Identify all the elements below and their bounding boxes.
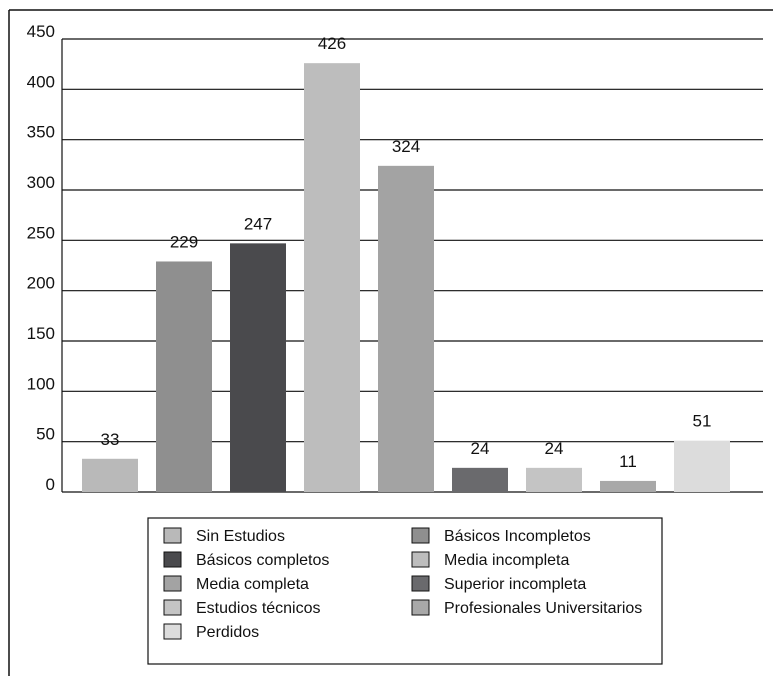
y-tick-label: 100 [27, 374, 55, 393]
bar [230, 243, 286, 492]
bar [82, 458, 138, 492]
legend-swatch [163, 623, 182, 640]
data-label: 324 [392, 137, 420, 156]
bar [156, 261, 212, 492]
y-tick-label: 350 [27, 123, 55, 142]
outer-frame [8, 9, 773, 676]
data-label: 24 [545, 439, 564, 458]
bars [82, 63, 730, 492]
bar [674, 440, 730, 492]
legend-label: Superior incompleta [444, 576, 586, 593]
legend-label: Básicos completos [196, 552, 329, 569]
data-labels: 33 229 247 426 324 24 24 11 51 [101, 34, 712, 471]
data-label: 229 [170, 232, 198, 251]
legend-box [147, 517, 663, 665]
y-tick-label: 150 [27, 324, 55, 343]
legend-label: Perdidos [196, 624, 259, 641]
legend-label: Media incompleta [444, 552, 570, 569]
data-label: 247 [244, 214, 272, 233]
legend-label: Profesionales Universitarios [444, 600, 642, 617]
bar [526, 467, 582, 492]
y-tick-label: 200 [27, 274, 55, 293]
data-label: 11 [619, 452, 637, 471]
legend-swatch [411, 599, 430, 616]
legend-swatch [163, 599, 182, 616]
y-tick-label: 450 [27, 22, 55, 41]
legend-swatch [163, 575, 182, 592]
data-label: 24 [471, 439, 490, 458]
y-tick-label: 300 [27, 173, 55, 192]
bar [304, 63, 360, 492]
bar [452, 467, 508, 492]
legend-label: Sin Estudios [196, 528, 285, 545]
legend-swatch [411, 575, 430, 592]
y-axis-ticks: 0 50 100 150 200 250 300 350 400 450 [27, 22, 55, 494]
legend-swatch [411, 551, 430, 568]
y-tick-label: 50 [36, 425, 55, 444]
legend-swatch [163, 527, 182, 544]
legend-label: Estudios técnicos [196, 600, 321, 617]
bar [378, 165, 434, 492]
y-tick-label: 400 [27, 72, 55, 91]
data-label: 426 [318, 34, 346, 53]
data-label: 51 [693, 412, 712, 431]
legend-label: Media completa [196, 576, 309, 593]
legend: Sin Estudios Básicos Incompletos Básicos c… [147, 517, 663, 665]
y-tick-label: 0 [46, 475, 55, 494]
legend-label: Básicos Incompletos [444, 528, 591, 545]
y-tick-label: 250 [27, 223, 55, 242]
data-label: 33 [101, 430, 120, 449]
bar [600, 480, 656, 492]
legend-swatch [163, 551, 182, 568]
legend-swatch [411, 527, 430, 544]
